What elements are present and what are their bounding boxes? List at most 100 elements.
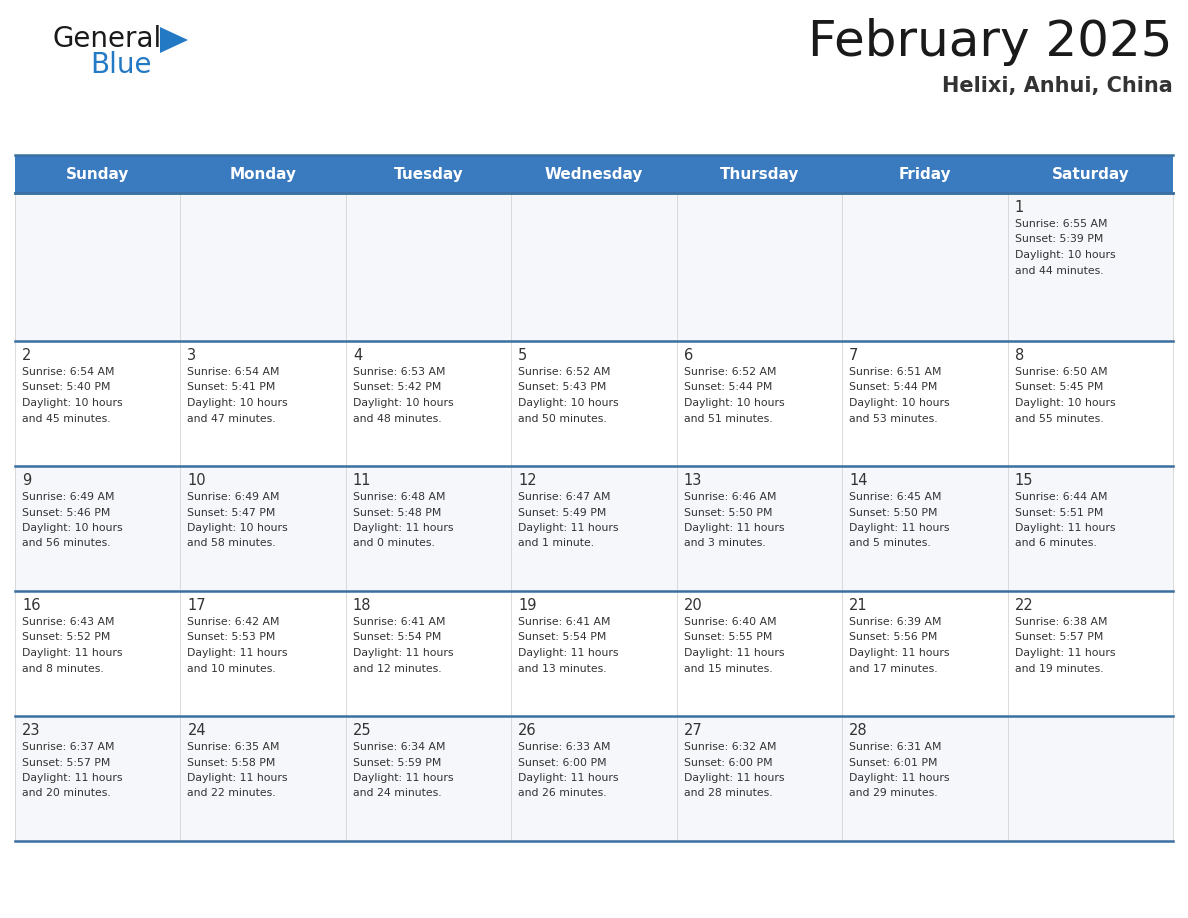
Text: Sunset: 5:55 PM: Sunset: 5:55 PM: [684, 633, 772, 643]
Text: Daylight: 11 hours: Daylight: 11 hours: [684, 648, 784, 658]
Text: 19: 19: [518, 598, 537, 613]
Text: 26: 26: [518, 723, 537, 738]
Text: 7: 7: [849, 348, 859, 363]
Text: 21: 21: [849, 598, 867, 613]
Text: Sunset: 5:54 PM: Sunset: 5:54 PM: [518, 633, 607, 643]
Text: Daylight: 11 hours: Daylight: 11 hours: [353, 773, 454, 783]
Bar: [15, 591, 181, 716]
Text: Daylight: 11 hours: Daylight: 11 hours: [353, 648, 454, 658]
Text: Sunrise: 6:43 AM: Sunrise: 6:43 AM: [23, 617, 114, 627]
Bar: [511, 193, 677, 341]
Text: Sunrise: 6:44 AM: Sunrise: 6:44 AM: [1015, 492, 1107, 502]
Text: 9: 9: [23, 473, 31, 488]
Bar: [677, 591, 842, 716]
Bar: [677, 341, 842, 466]
Bar: [511, 341, 677, 466]
Text: and 58 minutes.: and 58 minutes.: [188, 539, 276, 548]
Text: Sunset: 5:49 PM: Sunset: 5:49 PM: [518, 508, 607, 518]
Text: and 24 minutes.: and 24 minutes.: [353, 789, 442, 799]
Text: Helixi, Anhui, China: Helixi, Anhui, China: [942, 76, 1173, 96]
Text: Saturday: Saturday: [1051, 166, 1129, 182]
Text: Sunrise: 6:52 AM: Sunrise: 6:52 AM: [684, 367, 776, 377]
Text: Sunrise: 6:42 AM: Sunrise: 6:42 AM: [188, 617, 280, 627]
Text: Sunrise: 6:45 AM: Sunrise: 6:45 AM: [849, 492, 942, 502]
Bar: [677, 716, 842, 841]
Text: 13: 13: [684, 473, 702, 488]
Text: and 51 minutes.: and 51 minutes.: [684, 413, 772, 423]
Text: Sunset: 5:47 PM: Sunset: 5:47 PM: [188, 508, 276, 518]
Text: Sunset: 5:52 PM: Sunset: 5:52 PM: [23, 633, 110, 643]
Text: Sunrise: 6:51 AM: Sunrise: 6:51 AM: [849, 367, 942, 377]
Text: Daylight: 11 hours: Daylight: 11 hours: [353, 523, 454, 533]
Bar: [1007, 341, 1173, 466]
Text: Sunset: 5:48 PM: Sunset: 5:48 PM: [353, 508, 441, 518]
Bar: [15, 155, 1173, 193]
Text: and 22 minutes.: and 22 minutes.: [188, 789, 276, 799]
Bar: [15, 341, 181, 466]
Text: and 45 minutes.: and 45 minutes.: [23, 413, 110, 423]
Bar: [677, 193, 842, 341]
Text: Sunrise: 6:37 AM: Sunrise: 6:37 AM: [23, 742, 114, 752]
Text: Sunrise: 6:53 AM: Sunrise: 6:53 AM: [353, 367, 446, 377]
Bar: [511, 716, 677, 841]
Text: 8: 8: [1015, 348, 1024, 363]
Text: Wednesday: Wednesday: [545, 166, 643, 182]
Text: Monday: Monday: [229, 166, 297, 182]
Text: Sunrise: 6:46 AM: Sunrise: 6:46 AM: [684, 492, 776, 502]
Text: Sunset: 6:01 PM: Sunset: 6:01 PM: [849, 757, 937, 767]
Text: Daylight: 11 hours: Daylight: 11 hours: [849, 773, 949, 783]
Text: and 8 minutes.: and 8 minutes.: [23, 664, 103, 674]
Text: Daylight: 11 hours: Daylight: 11 hours: [849, 648, 949, 658]
Bar: [346, 466, 511, 591]
Text: Sunrise: 6:38 AM: Sunrise: 6:38 AM: [1015, 617, 1107, 627]
Text: Sunset: 5:42 PM: Sunset: 5:42 PM: [353, 383, 441, 393]
Text: and 13 minutes.: and 13 minutes.: [518, 664, 607, 674]
Bar: [15, 466, 181, 591]
Text: and 1 minute.: and 1 minute.: [518, 539, 594, 548]
Text: 18: 18: [353, 598, 372, 613]
Text: Daylight: 11 hours: Daylight: 11 hours: [1015, 523, 1116, 533]
Bar: [511, 591, 677, 716]
Bar: [181, 466, 346, 591]
Text: Sunrise: 6:34 AM: Sunrise: 6:34 AM: [353, 742, 446, 752]
Bar: [1007, 591, 1173, 716]
Text: and 56 minutes.: and 56 minutes.: [23, 539, 110, 548]
Bar: [842, 716, 1007, 841]
Bar: [181, 341, 346, 466]
Text: and 5 minutes.: and 5 minutes.: [849, 539, 931, 548]
Text: 1: 1: [1015, 200, 1024, 215]
Text: Sunset: 5:44 PM: Sunset: 5:44 PM: [849, 383, 937, 393]
Bar: [1007, 466, 1173, 591]
Text: 12: 12: [518, 473, 537, 488]
Text: and 47 minutes.: and 47 minutes.: [188, 413, 276, 423]
Text: Sunrise: 6:39 AM: Sunrise: 6:39 AM: [849, 617, 942, 627]
Text: Sunset: 5:57 PM: Sunset: 5:57 PM: [23, 757, 110, 767]
Text: 20: 20: [684, 598, 702, 613]
Text: Sunrise: 6:50 AM: Sunrise: 6:50 AM: [1015, 367, 1107, 377]
Text: Daylight: 11 hours: Daylight: 11 hours: [684, 773, 784, 783]
Text: 25: 25: [353, 723, 372, 738]
Text: Blue: Blue: [90, 51, 152, 79]
Text: 6: 6: [684, 348, 693, 363]
Text: Sunrise: 6:31 AM: Sunrise: 6:31 AM: [849, 742, 942, 752]
Text: and 26 minutes.: and 26 minutes.: [518, 789, 607, 799]
Text: General: General: [52, 25, 162, 53]
Text: 10: 10: [188, 473, 206, 488]
Text: Sunset: 5:51 PM: Sunset: 5:51 PM: [1015, 508, 1102, 518]
Text: Daylight: 11 hours: Daylight: 11 hours: [518, 773, 619, 783]
Text: and 0 minutes.: and 0 minutes.: [353, 539, 435, 548]
Text: Daylight: 11 hours: Daylight: 11 hours: [188, 648, 287, 658]
Text: Sunrise: 6:41 AM: Sunrise: 6:41 AM: [353, 617, 446, 627]
Text: 5: 5: [518, 348, 527, 363]
Text: 3: 3: [188, 348, 196, 363]
Text: Sunset: 5:46 PM: Sunset: 5:46 PM: [23, 508, 110, 518]
Text: February 2025: February 2025: [809, 18, 1173, 66]
Text: Daylight: 11 hours: Daylight: 11 hours: [23, 773, 122, 783]
Bar: [1007, 193, 1173, 341]
Polygon shape: [160, 27, 188, 53]
Text: Daylight: 11 hours: Daylight: 11 hours: [188, 773, 287, 783]
Text: Friday: Friday: [898, 166, 952, 182]
Text: 23: 23: [23, 723, 40, 738]
Text: Sunrise: 6:35 AM: Sunrise: 6:35 AM: [188, 742, 280, 752]
Bar: [511, 466, 677, 591]
